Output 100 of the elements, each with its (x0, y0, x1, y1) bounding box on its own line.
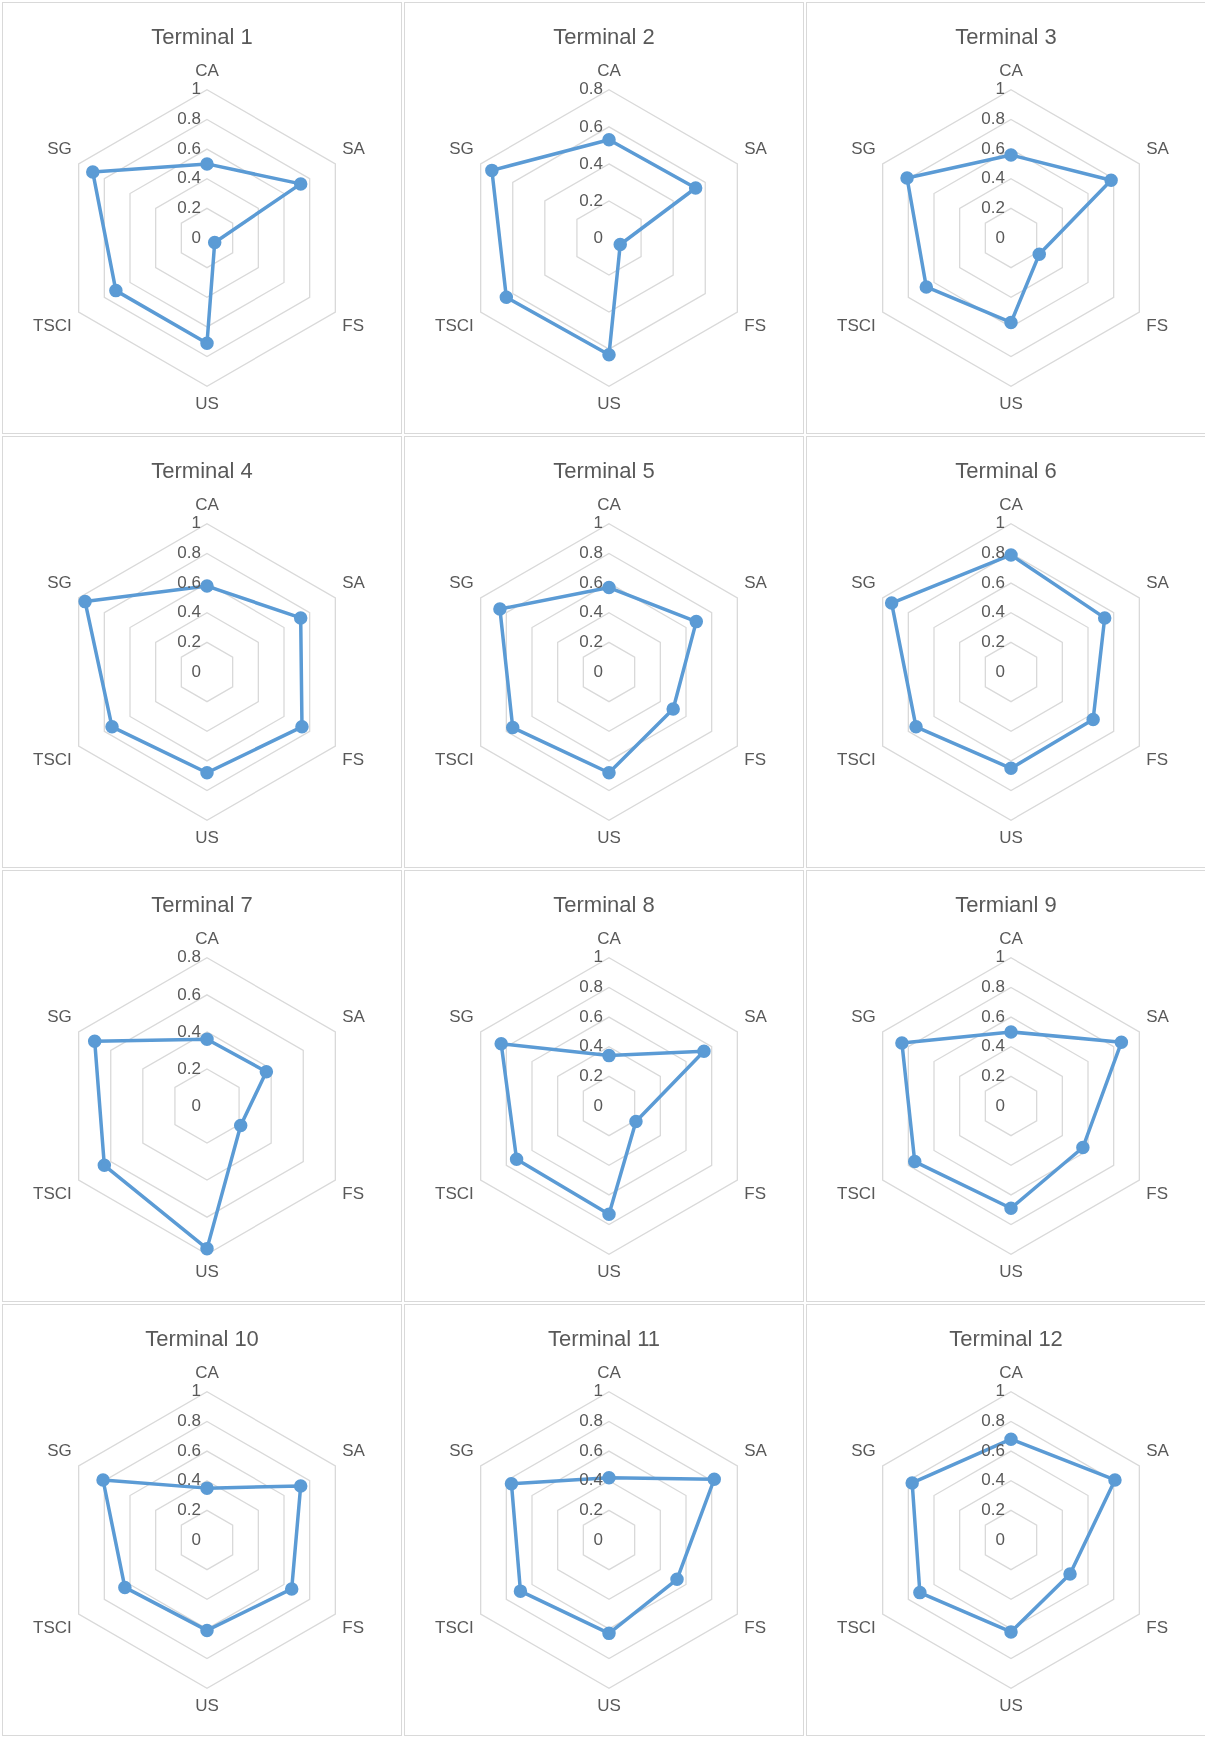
y-tick-label: 0 (995, 1529, 1005, 1549)
y-tick-label: 0 (593, 661, 603, 681)
y-tick-label: 0.4 (177, 1021, 201, 1041)
spoke-label: CA (597, 1363, 622, 1383)
spoke-label: CA (999, 495, 1024, 515)
spoke-label: CA (195, 495, 220, 515)
spoke-label: SG (449, 1007, 474, 1027)
spoke-label: SG (851, 139, 876, 159)
y-tick-label: 0.2 (981, 198, 1005, 218)
spoke-label: TSCI (836, 1183, 876, 1203)
chart-title: Terminal 7 (151, 892, 253, 918)
spoke-label: SG (449, 573, 474, 593)
chart-title: Termianl 9 (955, 892, 1057, 918)
y-tick-label: 0.8 (579, 1411, 603, 1431)
y-tick-label: 0.8 (579, 977, 603, 997)
spoke-label: CA (195, 929, 220, 949)
y-tick-label: 0.2 (981, 1500, 1005, 1520)
spoke-label: SA (342, 1007, 366, 1027)
y-tick-label: 0.2 (579, 1500, 603, 1520)
spoke-label: SG (449, 1441, 474, 1461)
y-tick-label: 0.2 (579, 632, 603, 652)
spoke-label: SA (342, 139, 366, 159)
spoke-label: US (999, 1696, 1023, 1716)
y-tick-label: 0.6 (579, 572, 603, 592)
spoke-label: US (597, 828, 621, 848)
spoke-label: SA (744, 573, 768, 593)
y-tick-label: 0.6 (579, 1006, 603, 1026)
spoke-label: SG (47, 1441, 72, 1461)
spoke-label: US (597, 394, 621, 414)
spoke-label: SG (851, 1441, 876, 1461)
y-tick-label: 0.8 (981, 543, 1005, 563)
spoke-label: CA (999, 1363, 1024, 1383)
spoke-label: SG (47, 1007, 72, 1027)
spoke-label: SA (1146, 139, 1170, 159)
spoke-label: TSCI (434, 1183, 474, 1203)
chart-title: Terminal 6 (955, 458, 1057, 484)
spoke-label: FS (744, 749, 767, 769)
spoke-label: FS (1146, 1183, 1169, 1203)
spoke-label: FS (1146, 315, 1169, 335)
spoke-label: TSCI (836, 315, 876, 335)
y-tick-label: 0.6 (981, 1006, 1005, 1026)
y-tick-label: 0 (191, 1095, 201, 1115)
y-tick-label: 0.6 (177, 138, 201, 158)
spoke-label: SG (47, 573, 72, 593)
y-tick-label: 0.2 (177, 198, 201, 218)
y-tick-label: 0.6 (579, 116, 603, 136)
chart-title: Terminal 1 (151, 24, 253, 50)
y-tick-label: 0 (995, 661, 1005, 681)
spoke-label: CA (597, 495, 622, 515)
y-tick-label: 0.2 (177, 1500, 201, 1520)
y-tick-label: 0.8 (177, 947, 201, 967)
spoke-label: US (195, 1262, 219, 1282)
spoke-label: SG (47, 139, 72, 159)
y-tick-label: 0 (995, 1095, 1005, 1115)
spoke-label: US (999, 394, 1023, 414)
spoke-label: FS (1146, 749, 1169, 769)
spoke-label: SA (744, 1441, 768, 1461)
spoke-label: TSCI (32, 1183, 72, 1203)
spoke-label: SG (851, 573, 876, 593)
spoke-label: TSCI (434, 749, 474, 769)
y-tick-label: 1 (191, 1381, 201, 1401)
y-tick-label: 0 (191, 1529, 201, 1549)
spoke-label: SA (1146, 1007, 1170, 1027)
spoke-label: FS (744, 315, 767, 335)
y-tick-label: 0.2 (981, 1066, 1005, 1086)
y-tick-label: 0.6 (177, 572, 201, 592)
y-tick-label: 0.4 (981, 168, 1005, 188)
y-tick-label: 0.4 (579, 153, 603, 173)
y-tick-label: 1 (995, 947, 1005, 967)
y-tick-label: 0.4 (177, 168, 201, 188)
y-tick-label: 0.6 (579, 1440, 603, 1460)
chart-title: Terminal 5 (553, 458, 655, 484)
y-tick-label: 0.4 (177, 602, 201, 622)
y-tick-label: 0.8 (177, 543, 201, 563)
spoke-label: SA (342, 573, 366, 593)
spoke-label: TSCI (32, 1617, 72, 1637)
y-tick-label: 0 (191, 227, 201, 247)
y-tick-label: 0.6 (981, 138, 1005, 158)
y-tick-label: 1 (593, 947, 603, 967)
spoke-label: FS (342, 1183, 365, 1203)
spoke-label: SA (744, 1007, 768, 1027)
spoke-label: SA (342, 1441, 366, 1461)
y-tick-label: 0.2 (177, 632, 201, 652)
spoke-label: TSCI (32, 749, 72, 769)
y-tick-label: 1 (995, 79, 1005, 99)
spoke-label: FS (744, 1617, 767, 1637)
spoke-label: FS (342, 315, 365, 335)
spoke-label: SA (744, 139, 768, 159)
y-tick-label: 1 (593, 1381, 603, 1401)
y-tick-label: 0.2 (579, 1066, 603, 1086)
y-tick-label: 1 (995, 1381, 1005, 1401)
spoke-label: TSCI (434, 1617, 474, 1637)
y-tick-label: 1 (191, 79, 201, 99)
y-tick-label: 0.8 (981, 977, 1005, 997)
y-tick-label: 0.4 (177, 1470, 201, 1490)
spoke-label: FS (744, 1183, 767, 1203)
chart-title: Terminal 3 (955, 24, 1057, 50)
y-tick-label: 0.4 (981, 1470, 1005, 1490)
y-tick-label: 0.4 (579, 1036, 603, 1056)
spoke-label: SA (1146, 573, 1170, 593)
